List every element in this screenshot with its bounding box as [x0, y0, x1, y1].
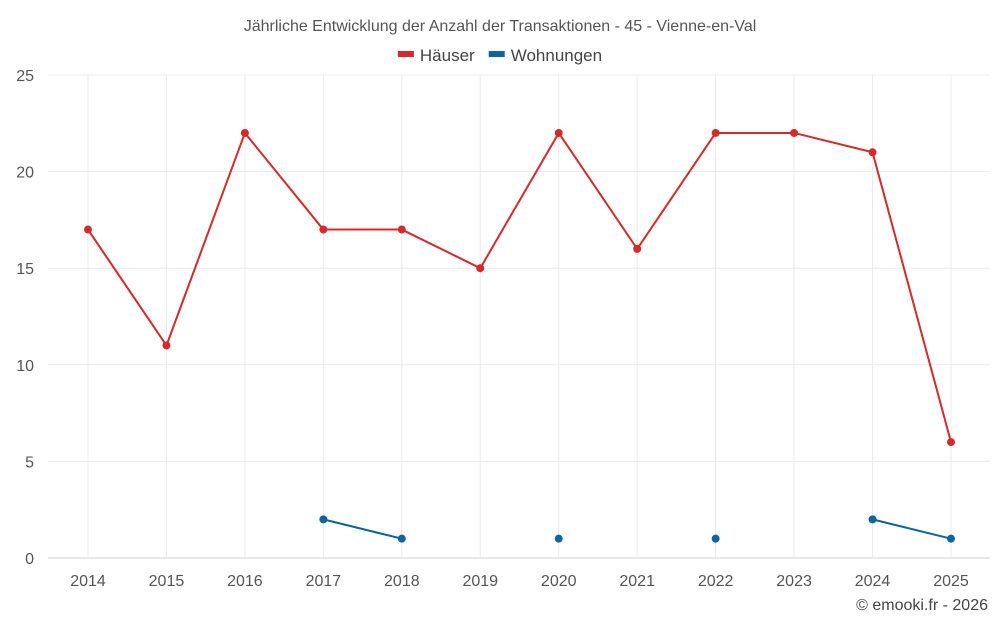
x-tick-label: 2022 — [698, 573, 734, 590]
y-tick-label: 10 — [16, 358, 34, 375]
series-line-segment — [636, 132, 717, 250]
series-line-segment — [557, 132, 639, 250]
x-tick-label: 2018 — [384, 573, 420, 590]
grid-lines — [48, 74, 990, 559]
x-tick-label: 2024 — [855, 573, 891, 590]
chart-title: Jährliche Entwicklung der Anzahl der Tra… — [244, 18, 757, 35]
x-tick-label: 2016 — [227, 573, 263, 590]
x-tick-label: 2019 — [462, 573, 498, 590]
data-point[interactable] — [397, 534, 406, 543]
legend-label: Häuser — [420, 46, 475, 65]
legend-label: Wohnungen — [511, 46, 602, 65]
data-point[interactable] — [397, 225, 406, 234]
series-line-segment — [323, 518, 403, 540]
x-tick-label: 2023 — [776, 573, 812, 590]
data-point[interactable] — [947, 534, 955, 543]
data-point[interactable] — [554, 534, 563, 543]
series-line-segment — [165, 132, 246, 346]
data-point[interactable] — [947, 438, 955, 447]
x-axis-ticks: 2014 2015 2016 2017 2018 2019 2020 2021 2022 2023… — [70, 573, 969, 590]
series-line-segment — [871, 152, 952, 443]
data-point[interactable] — [84, 225, 92, 234]
legend-swatch — [488, 51, 505, 57]
y-tick-label: 15 — [16, 261, 34, 278]
data-point[interactable] — [476, 264, 485, 273]
y-axis-ticks: 0 5 10 15 20 25 — [16, 68, 34, 568]
data-point[interactable] — [162, 341, 171, 350]
series-line-segment — [87, 228, 168, 347]
data-point[interactable] — [868, 515, 877, 524]
data-point[interactable] — [240, 128, 249, 137]
x-tick-label: 2014 — [70, 573, 106, 590]
data-point[interactable] — [711, 128, 720, 137]
legend: Häuser Wohnungen — [397, 46, 602, 65]
series-1 — [319, 515, 955, 543]
data-point[interactable] — [868, 148, 877, 157]
series-line-segment — [244, 132, 325, 231]
x-tick-label: 2021 — [619, 573, 655, 590]
y-tick-label: 25 — [16, 68, 34, 85]
series-0 — [84, 128, 955, 447]
series-line-segment — [479, 132, 560, 269]
y-tick-label: 20 — [16, 165, 34, 182]
series-line-segment — [401, 228, 481, 270]
data-point[interactable] — [711, 534, 720, 543]
credit-text: © emooki.fr - 2026 — [856, 597, 988, 614]
data-point[interactable] — [319, 225, 328, 234]
x-tick-label: 2025 — [933, 573, 969, 590]
data-point[interactable] — [554, 128, 563, 137]
x-tick-label: 2020 — [541, 573, 577, 590]
y-tick-label: 5 — [25, 454, 34, 471]
x-tick-label: 2015 — [149, 573, 185, 590]
series-layer — [84, 128, 955, 543]
y-tick-label: 0 — [25, 551, 34, 568]
data-point[interactable] — [319, 515, 328, 524]
data-point[interactable] — [633, 244, 642, 253]
series-line-segment — [793, 131, 873, 154]
series-line-segment — [872, 518, 952, 540]
x-tick-label: 2017 — [306, 573, 342, 590]
legend-swatch — [397, 51, 414, 57]
data-point[interactable] — [790, 128, 799, 137]
